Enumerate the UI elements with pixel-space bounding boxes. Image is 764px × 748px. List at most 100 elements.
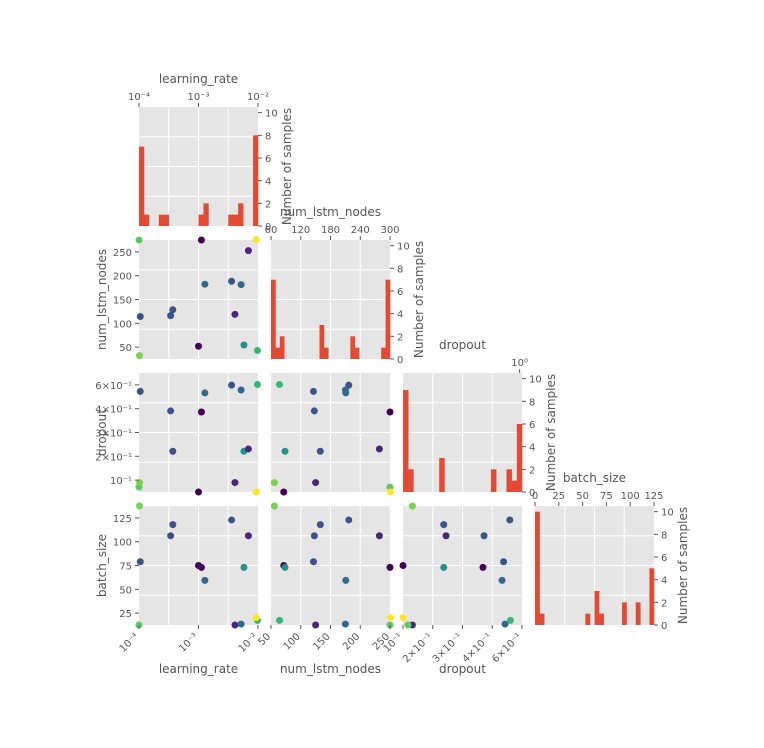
top-tick-label: 75 [600,491,613,502]
scatter-point [399,562,407,569]
top-axis-title: batch_size [563,471,626,485]
scatter-point [310,532,318,540]
left-tick-label: 25 [119,609,132,620]
histogram-bar [381,347,386,359]
histogram-bar [516,424,523,492]
panel-batch_size-vs-learning_rate [135,502,261,629]
scatter-point [136,387,144,395]
scatter-point [506,616,514,624]
hist-tick-label: 2 [529,465,535,476]
bottom-axis-title: dropout [439,662,486,676]
histogram-bar [403,390,409,492]
scatter-point [136,313,144,320]
hist-tick-label: 8 [529,397,535,408]
top-tick-label: 10⁻⁴ [128,92,150,103]
top-tick-label: 125 [644,491,663,502]
scatter-point [341,620,349,628]
histogram-bar [163,214,170,226]
scatter-point [201,280,209,288]
scatter-point [442,532,450,540]
hist-tick-label: 0 [265,222,271,233]
hist-tick-label: 8 [397,264,403,275]
bottom-tick-label: 10⁻³ [177,631,200,654]
bottom-tick-label: 6×10⁻¹ [490,631,524,665]
hist-tick-label: 10 [265,109,278,120]
scatter-point [252,614,260,622]
scatter-point [167,532,175,540]
panel-batch_size-vs-dropout [399,502,522,629]
histogram-bar [385,279,391,359]
left-tick-label: 6×10⁻¹ [95,381,132,392]
scatter-point [201,576,209,584]
hist-tick-label: 8 [265,131,271,142]
scatter-point [404,621,412,629]
top-tick-label: 240 [351,225,370,236]
histogram-bar [511,480,518,492]
histogram-bar [253,135,259,226]
scatter-point [276,381,283,389]
scatter-point [280,488,288,496]
bottom-tick-label: 150 [311,631,332,652]
scatter-point [136,479,144,487]
top-tick-label: 0 [532,491,538,502]
histogram-bar [271,279,276,359]
scatter-point [195,488,202,496]
histogram-bar [354,347,360,359]
scatter-point [386,614,394,622]
left-tick-label: 50 [119,585,132,596]
hist-tick-label: 0 [661,621,667,632]
top-tick-label: 10⁻² [247,92,269,103]
scatter-point [231,621,239,629]
histogram-bar [238,203,244,226]
scatter-point [341,386,349,394]
histogram-bar [408,469,414,492]
histogram-bar [319,325,325,359]
scatter-point [310,387,317,395]
scatter-point [228,516,236,524]
histogram-bar [594,591,600,625]
top-tick-label: 300 [380,225,399,236]
bottom-tick-label: 3×10⁻¹ [431,631,465,665]
bottom-tick-label: 100 [282,631,303,652]
scatter-point [375,532,383,540]
hist-tick-label: 4 [529,443,535,454]
hist-tick-label: 4 [661,576,667,587]
top-tick-label: 50 [576,491,589,502]
histogram-bar [279,336,285,359]
scatter-point [281,563,289,571]
scatter-point [244,532,252,540]
left-tick-label: 250 [113,248,132,259]
top-tick-label: 25 [552,491,565,502]
scatter-point [506,516,514,524]
scatter-point [197,408,205,416]
histogram-bar [350,336,356,359]
panel-num_lstm_nodes-vs-num_lstm_nodes: 0 2 4 6 8 10 Number of samples 60 120 180 240 300 nu… [265,205,426,366]
top-axis-title: num_lstm_nodes [280,205,381,219]
scatter-point [408,502,416,510]
histogram-bar [143,214,150,226]
scatter-point [228,381,236,389]
panel-num_lstm_nodes-vs-learning_rate [135,236,261,360]
scatter-point [252,488,260,496]
panel-batch_size-vs-batch_size: 0 2 4 6 8 10 Number of samples 0 25 50 75 100 125 bat… [532,471,690,632]
bottom-axis-title: num_lstm_nodes [280,662,381,676]
scatter-point [197,563,205,571]
left-tick-label: 100 [113,538,132,549]
scatter-point [440,563,448,571]
scatter-point [237,281,245,289]
scatter-point [479,563,487,571]
bottom-axis-title: learning_rate [159,662,238,676]
histogram-bar [158,214,165,226]
left-axis-title: batch_size [95,534,109,597]
hist-tick-label: 6 [661,553,667,564]
hist-tick-label: 0 [529,488,535,499]
histogram-bar [439,458,445,492]
histogram-bar [490,469,497,492]
scatter-point [135,236,143,244]
left-tick-label: 75 [119,562,132,573]
histogram-bar [203,203,209,226]
scatter-point [169,447,177,455]
scatter-point [310,558,317,566]
left-tick-label: 4×10⁻¹ [95,405,132,416]
scatter-point [386,488,394,496]
